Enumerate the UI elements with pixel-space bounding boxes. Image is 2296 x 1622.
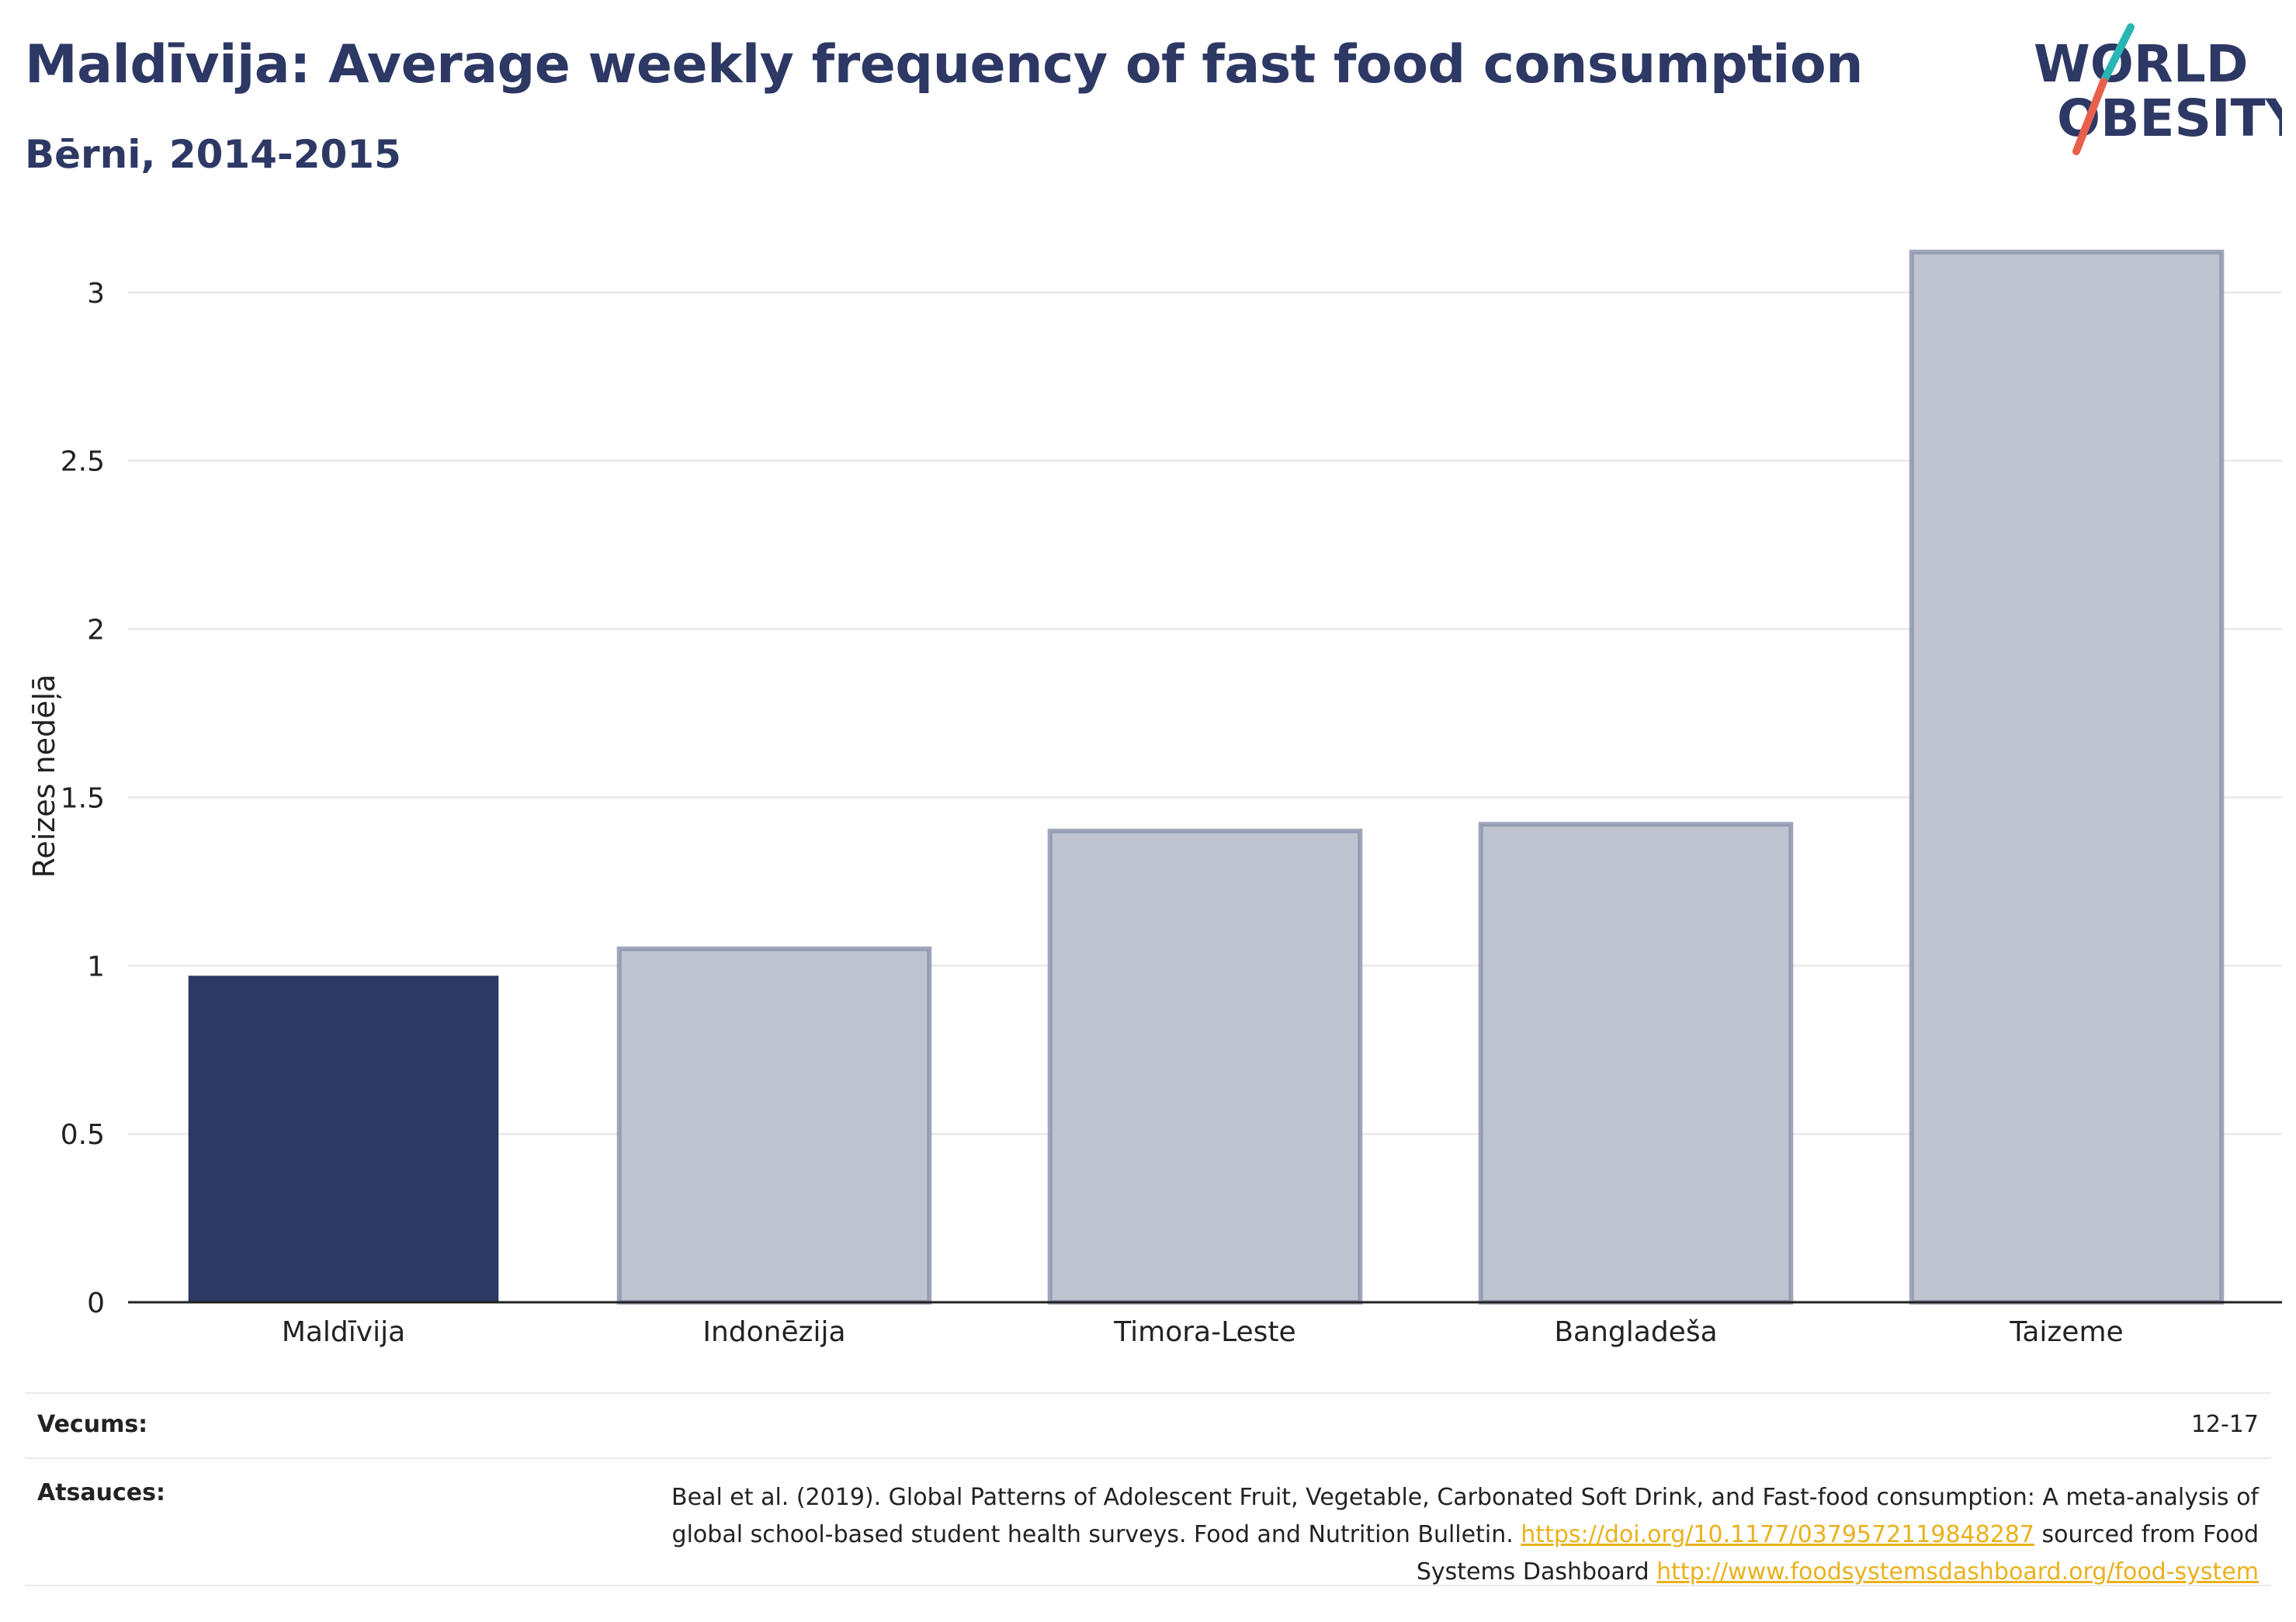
footer-divider-bottom	[25, 1585, 2271, 1586]
y-tick-label: 0	[87, 1288, 105, 1319]
doi-link[interactable]: https://doi.org/10.1177/0379572119848287	[1521, 1521, 2034, 1548]
bar-5	[1909, 249, 2225, 1305]
y-tick-label: 1	[87, 951, 105, 983]
sources-dashboard-text: sourced from Food Systems Dashboard	[1416, 1521, 2259, 1586]
dashboard-link[interactable]: http://www.foodsystemsdashboard.org/food…	[1656, 1558, 2259, 1586]
x-tick-label: Maldīvija	[282, 1316, 405, 1348]
bar-2	[616, 946, 932, 1305]
footer-divider-top	[25, 1392, 2271, 1394]
x-tick-label: Taizeme	[2009, 1316, 2123, 1348]
world-obesity-logo[interactable]: WORLD OBESITY	[2018, 23, 2282, 163]
bar-chart: 0 0.5 1 1.5 2 2.5 3 Maldīvija Indonēzija Timora-L…	[27, 249, 2282, 1348]
age-value: 12-17	[2190, 1411, 2259, 1438]
y-axis-title: Reizes nedēļā	[27, 674, 61, 879]
bar-1	[188, 976, 499, 1302]
logo-slash-bottom	[2072, 78, 2107, 155]
age-label: Vecums:	[37, 1411, 148, 1438]
bar-3	[1047, 828, 1363, 1305]
bars	[188, 249, 2225, 1305]
footer-divider-middle	[25, 1457, 2271, 1459]
logo-line-1: WORLD	[2034, 34, 2249, 94]
chart-title: Maldīvija: Average weekly frequency of f…	[25, 34, 1864, 95]
x-tick-label: Timora-Leste	[1113, 1316, 1295, 1348]
bar-4	[1478, 822, 1794, 1305]
x-tick-label: Indonēzija	[702, 1316, 845, 1348]
logo-slash-top	[2100, 23, 2135, 85]
axes: 0 0.5 1 1.5 2 2.5 3 Maldīvija Indonēzija Timora-L…	[61, 278, 2282, 1348]
sources-citation: Beal et al. (2019). Global Patterns of A…	[671, 1484, 2259, 1548]
y-tick-label: 1.5	[61, 782, 105, 814]
sources-label: Atsauces:	[37, 1479, 165, 1506]
y-tick-label: 2.5	[61, 446, 105, 478]
y-tick-label: 0.5	[61, 1119, 105, 1151]
x-tick-label: Bangladeša	[1554, 1316, 1717, 1348]
chart-subtitle: Bērni, 2014-2015	[25, 132, 401, 177]
y-tick-label: 2	[87, 615, 105, 646]
y-tick-label: 3	[87, 278, 105, 310]
sources-text: Beal et al. (2019). Global Patterns of A…	[613, 1479, 2259, 1591]
